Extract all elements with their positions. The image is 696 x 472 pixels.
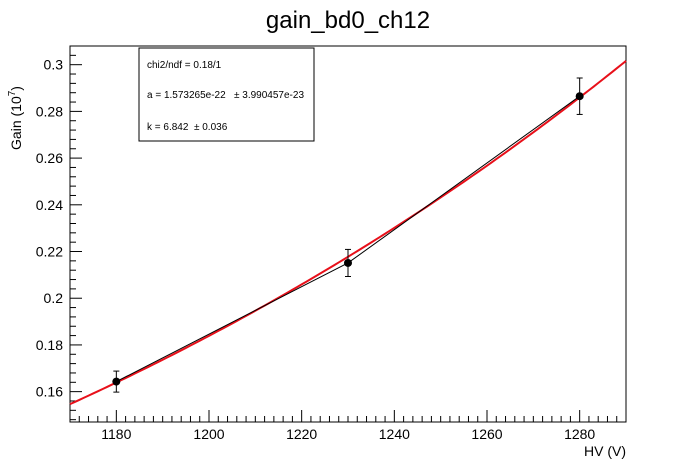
y-axis-label: Gain (107) (7, 86, 24, 150)
y-tick-label: 0.28 (36, 103, 63, 119)
stats-chi2: chi2/ndf = 0.18/1 (147, 60, 222, 71)
x-tick-label: 1240 (379, 426, 410, 442)
stats-box: chi2/ndf = 0.18/1 a = 1.573265e-22 ± 3.9… (138, 47, 315, 142)
y-axis-label-close: ) (8, 86, 24, 91)
y-tick-label: 0.22 (36, 244, 63, 260)
y-tick-label: 0.2 (44, 290, 64, 306)
x-tick-label: 1220 (286, 426, 317, 442)
x-tick-label: 1260 (471, 426, 502, 442)
y-tick-label: 0.16 (36, 384, 63, 400)
y-axis-label-main: Gain (10 (8, 96, 24, 150)
y-axis-label-exponent: 7 (7, 90, 18, 96)
data-points (112, 77, 584, 393)
x-axis-ticks: 1180 1200 1220 1240 1260 1280 (69, 410, 627, 442)
data-point (575, 92, 584, 101)
y-tick-label: 0.18 (36, 337, 63, 353)
x-tick-label: 1280 (564, 426, 595, 442)
y-tick-label: 0.26 (36, 150, 63, 166)
data-point (112, 377, 121, 386)
x-axis-label: HV (V) (584, 443, 626, 459)
x-tick-label: 1200 (193, 426, 224, 442)
y-tick-label: 0.3 (44, 57, 64, 73)
data-point (344, 258, 352, 267)
y-tick-label: 0.24 (36, 197, 63, 213)
stats-box-frame (138, 47, 315, 142)
chart-title: gain_bd0_ch12 (266, 7, 430, 34)
stats-param-k: k = 6.842 ± 0.036 (147, 122, 228, 133)
x-tick-label: 1180 (101, 426, 131, 442)
y-axis-ticks: 0.16 0.18 0.2 0.22 0.24 0.26 0.28 0.3 (36, 45, 82, 421)
stats-param-a: a = 1.573265e-22 ± 3.990457e-23 (147, 90, 304, 101)
